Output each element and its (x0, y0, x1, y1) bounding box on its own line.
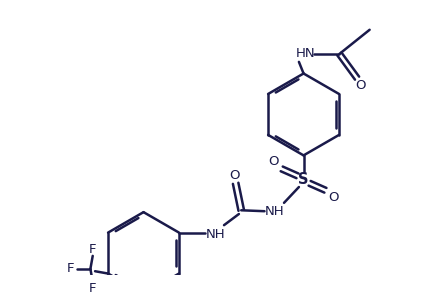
Text: O: O (355, 78, 365, 92)
Text: F: F (67, 263, 75, 275)
Text: F: F (89, 243, 96, 256)
Text: O: O (228, 169, 239, 182)
Text: O: O (327, 191, 338, 204)
Text: O: O (268, 156, 278, 168)
Text: NH: NH (264, 205, 284, 218)
Text: F: F (89, 282, 96, 294)
Text: HN: HN (296, 47, 315, 61)
Text: S: S (298, 172, 308, 187)
Text: NH: NH (205, 228, 225, 241)
